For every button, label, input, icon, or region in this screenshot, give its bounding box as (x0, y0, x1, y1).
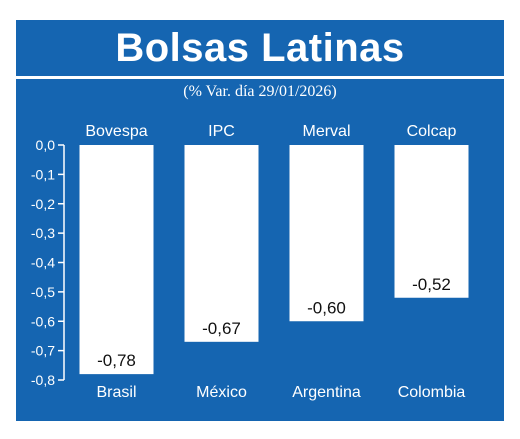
y-tick-label: -0,5 (31, 284, 55, 300)
y-tick-label: -0,3 (31, 225, 55, 241)
bar (289, 145, 364, 322)
bar-value-label: -0,52 (412, 275, 451, 294)
index-name-label: Bovespa (85, 123, 147, 140)
y-tick-label: -0,7 (31, 343, 55, 359)
index-name-label: Colcap (407, 123, 457, 140)
chart-title: Bolsas Latinas (115, 25, 405, 70)
bar-chart: 0,0 -0,1 -0,2 -0,3 -0,4 -0,5 -0,6 -0,7 -0,8 -0,78… (31, 123, 469, 401)
bar-value-label: -0,60 (307, 298, 346, 317)
y-tick-label: -0,6 (31, 313, 55, 329)
bar (394, 145, 469, 298)
y-tick-label: -0,2 (31, 196, 55, 212)
y-tick-label: -0,1 (31, 166, 55, 182)
index-name-label: Merval (302, 123, 350, 140)
y-tick-label: -0,4 (31, 255, 55, 271)
category-label: Colombia (398, 384, 466, 401)
category-label: Argentina (292, 384, 361, 401)
chart-subtitle: (% Var. día 29/01/2026) (183, 83, 337, 100)
y-tick-label: 0,0 (36, 137, 56, 153)
bar (79, 145, 154, 375)
category-label: Brasil (96, 384, 136, 401)
category-label: México (196, 384, 247, 401)
bar (184, 145, 259, 342)
chart-frame: Bolsas Latinas (% Var. día 29/01/2026) 0… (16, 20, 504, 421)
index-name-label: IPC (208, 123, 235, 140)
title-band: Bolsas Latinas (16, 20, 504, 79)
bar-value-label: -0,67 (202, 319, 241, 338)
y-tick-label: -0,8 (31, 372, 55, 388)
bar-value-label: -0,78 (97, 351, 136, 370)
